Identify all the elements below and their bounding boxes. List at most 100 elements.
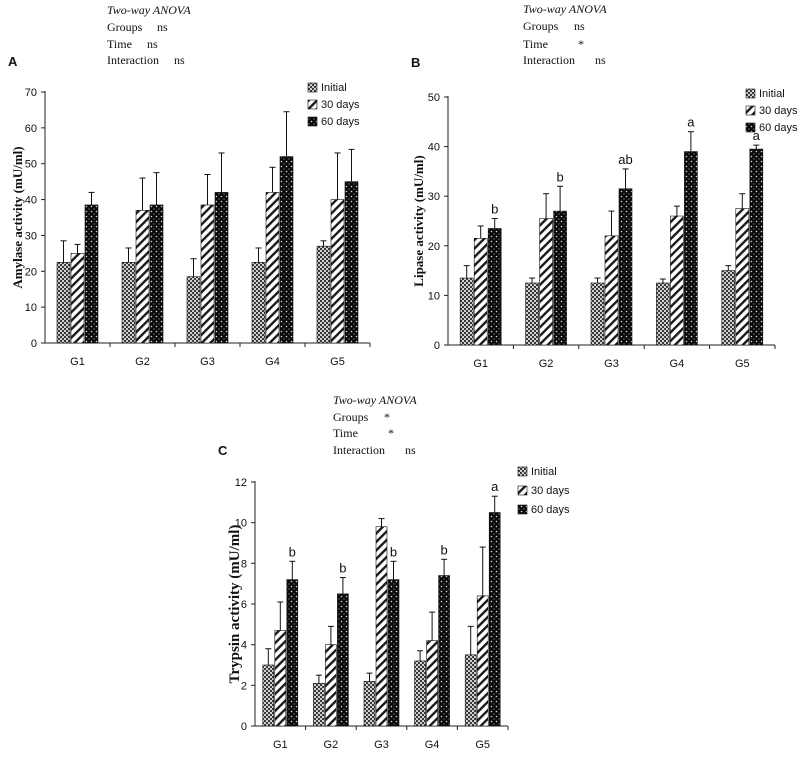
y-tick-label-b-3: 30 <box>428 191 440 203</box>
y-axis-label-a: Amylase activity (mU/ml) <box>10 146 25 288</box>
y-tick-label-c-2: 4 <box>241 640 247 652</box>
panel-a: A Two-way ANOVA Groups ns Time ns Interaction n… <box>8 3 371 368</box>
x-tick-label-b-4: G5 <box>735 358 750 370</box>
legend-label-a-0: Initial <box>321 82 347 94</box>
anova-value-b-0: ns <box>574 19 585 33</box>
panel-letter-b: B <box>411 55 420 70</box>
legend-swatch-a-1 <box>307 99 318 110</box>
anova-label-c-1: Time <box>333 426 358 440</box>
y-tick-label-a-3: 30 <box>25 230 37 242</box>
bar-a-dots-g5 <box>344 181 359 344</box>
panel-letter-a: A <box>8 54 18 69</box>
bar-b-diag-g4 <box>670 215 684 346</box>
anova-title-b: Two-way ANOVA <box>523 2 607 16</box>
bar-a-checker-g1 <box>56 262 71 344</box>
significance-letter-b-2: ab <box>618 152 632 167</box>
x-tick-label-a-4: G5 <box>330 356 345 368</box>
bar-a-diag-g5 <box>330 199 345 344</box>
y-tick-label-c-6: 12 <box>235 477 247 489</box>
bar-c-diag-g5 <box>476 595 489 727</box>
anova-label-c-2: Interaction <box>333 443 385 457</box>
x-tick-label-a-3: G4 <box>265 356 280 368</box>
legend-label-b-2: 60 days <box>759 122 798 134</box>
significance-letter-b-4: a <box>753 128 761 143</box>
x-tick-label-a-0: G1 <box>70 356 85 368</box>
y-tick-label-c-0: 0 <box>241 721 247 733</box>
bar-a-dots-g2 <box>149 204 164 344</box>
bar-b-checker-g1 <box>459 277 474 346</box>
legend-label-c-1: 30 days <box>531 485 570 497</box>
bar-b-checker-g3 <box>590 282 605 346</box>
anova-value-c-0: * <box>384 410 390 424</box>
significance-letter-b-0: b <box>491 202 498 217</box>
bar-c-dots-g5 <box>488 512 501 727</box>
x-tick-label-c-1: G2 <box>324 739 339 751</box>
bar-c-checker-g2 <box>313 682 325 727</box>
bar-a-checker-g2 <box>121 262 136 344</box>
significance-letter-b-1: b <box>556 169 563 184</box>
y-tick-label-a-5: 50 <box>25 159 37 171</box>
significance-letter-c-3: b <box>440 542 447 557</box>
anova-label-c-0: Groups <box>333 410 369 424</box>
y-tick-label-a-1: 10 <box>25 302 37 314</box>
legend-swatch-b-0 <box>745 88 756 99</box>
anova-value-a-0: ns <box>157 20 168 34</box>
significance-letter-c-0: b <box>289 544 296 559</box>
bar-b-checker-g2 <box>525 282 539 346</box>
bar-a-diag-g2 <box>135 210 150 344</box>
legend-swatch-c-1 <box>517 485 528 496</box>
bar-c-diag-g3 <box>375 526 388 727</box>
y-tick-label-c-5: 10 <box>235 518 247 530</box>
bar-a-diag-g1 <box>70 253 85 344</box>
bar-a-dots-g1 <box>84 204 99 344</box>
bar-b-checker-g5 <box>721 270 736 346</box>
anova-value-c-1: * <box>388 426 394 440</box>
y-tick-label-b-2: 20 <box>428 241 440 253</box>
bar-c-diag-g1 <box>274 630 287 727</box>
legend-label-c-0: Initial <box>531 466 557 478</box>
anova-value-a-2: ns <box>174 53 185 67</box>
bar-b-diag-g5 <box>735 208 750 346</box>
y-tick-label-a-6: 60 <box>25 123 37 135</box>
x-tick-label-b-0: G1 <box>473 358 488 370</box>
legend-swatch-c-2 <box>517 504 528 515</box>
significance-letter-c-1: b <box>339 561 346 576</box>
significance-letter-c-4: a <box>491 479 499 494</box>
bar-a-dots-g3 <box>214 192 229 344</box>
bar-a-diag-g3 <box>200 204 215 344</box>
y-tick-label-c-1: 2 <box>241 680 247 692</box>
anova-label-a-2: Interaction <box>107 53 159 67</box>
x-tick-label-a-2: G3 <box>200 356 215 368</box>
bar-b-dots-g2 <box>553 210 567 346</box>
y-tick-label-a-4: 40 <box>25 195 37 207</box>
legend-label-a-2: 60 days <box>321 116 360 128</box>
bar-b-dots-g5 <box>749 148 764 346</box>
x-tick-label-c-0: G1 <box>273 739 288 751</box>
bar-b-dots-g3 <box>618 188 633 346</box>
bar-c-diag-g2 <box>325 644 337 727</box>
y-tick-label-c-3: 6 <box>241 599 247 611</box>
bar-a-checker-g3 <box>186 276 201 344</box>
anova-value-b-2: ns <box>595 53 606 67</box>
anova-title-a: Two-way ANOVA <box>107 3 191 17</box>
x-tick-label-c-2: G3 <box>374 739 389 751</box>
y-tick-label-b-5: 50 <box>428 92 440 104</box>
x-tick-label-b-3: G4 <box>670 358 685 370</box>
bar-c-dots-g1 <box>286 579 299 727</box>
bar-b-diag-g2 <box>539 218 553 346</box>
y-tick-label-a-0: 0 <box>31 338 37 350</box>
bar-c-checker-g4 <box>414 660 426 727</box>
legend-label-b-1: 30 days <box>759 105 798 117</box>
bar-b-checker-g4 <box>656 282 670 346</box>
significance-letter-c-2: b <box>390 544 397 559</box>
anova-title-c: Two-way ANOVA <box>333 393 417 407</box>
anova-value-b-1: * <box>578 37 584 51</box>
x-tick-label-b-2: G3 <box>604 358 619 370</box>
bar-c-dots-g4 <box>438 575 450 727</box>
anova-value-c-2: ns <box>405 443 416 457</box>
anova-label-a-1: Time <box>107 37 132 51</box>
x-tick-label-a-1: G2 <box>135 356 150 368</box>
panel-letter-c: C <box>218 443 228 458</box>
x-tick-label-c-3: G4 <box>425 739 440 751</box>
